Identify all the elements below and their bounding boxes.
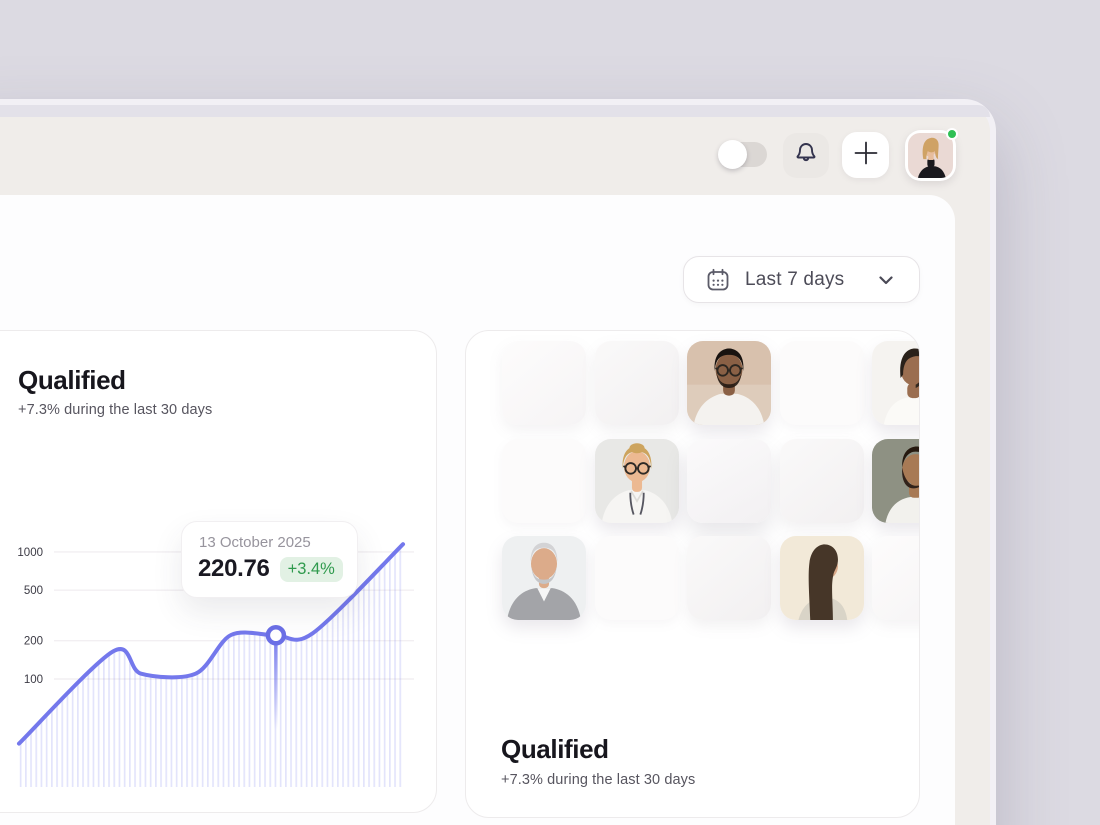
qualified-people-card: Qualified +7.3% during the last 30 days <box>465 330 920 818</box>
online-status-dot <box>946 128 958 140</box>
empty-tile <box>687 536 771 620</box>
chart-card-subtitle: +7.3% during the last 30 days <box>18 402 213 418</box>
people-card-title: Qualified <box>501 734 609 764</box>
person-tile-man-back[interactable] <box>872 341 919 425</box>
tooltip-date: 13 October 2025 <box>199 534 311 551</box>
svg-text:200: 200 <box>24 636 43 648</box>
empty-tile <box>872 536 919 620</box>
empty-tile <box>780 439 864 523</box>
svg-text:500: 500 <box>24 585 43 597</box>
svg-text:100: 100 <box>24 674 43 686</box>
person-tile-man-older[interactable] <box>502 536 586 620</box>
svg-text:1000: 1000 <box>17 547 43 559</box>
qualified-chart-card: Qualified +7.3% during the last 30 days … <box>0 330 437 813</box>
person-tile-man-beard-profile[interactable] <box>872 439 919 523</box>
date-range-dropdown[interactable]: Last 7 days <box>683 256 920 303</box>
qualified-area-chart[interactable]: 100 200 500 1000 <box>0 331 438 814</box>
user-avatar-button[interactable] <box>905 128 958 181</box>
date-range-label: Last 7 days <box>745 268 845 290</box>
plus-icon <box>851 138 881 173</box>
calendar-icon <box>705 267 731 293</box>
empty-tile <box>595 536 679 620</box>
toggle-knob <box>718 140 747 169</box>
empty-tile <box>780 341 864 425</box>
tooltip-delta-badge: +3.4% <box>279 556 343 582</box>
empty-tile <box>595 341 679 425</box>
tooltip-value: 220.76 <box>198 555 270 582</box>
chevron-down-icon <box>875 269 897 291</box>
chart-marker <box>265 625 287 646</box>
theme-toggle[interactable] <box>718 140 767 169</box>
notifications-button[interactable] <box>783 133 829 178</box>
person-tile-woman-long-hair[interactable] <box>780 536 864 620</box>
person-tile-man-glasses[interactable] <box>687 341 771 425</box>
chart-card-title: Qualified <box>18 365 126 395</box>
person-tile-woman-doctor[interactable] <box>595 439 679 523</box>
people-card-subtitle: +7.3% during the last 30 days <box>501 772 696 788</box>
bell-icon <box>794 141 818 170</box>
empty-tile <box>502 341 586 425</box>
chart-tooltip: 13 October 2025 220.76 +3.4% <box>181 521 358 598</box>
empty-tile <box>502 439 586 523</box>
add-button[interactable] <box>842 132 889 178</box>
empty-tile <box>687 439 771 523</box>
avatar <box>908 133 953 178</box>
